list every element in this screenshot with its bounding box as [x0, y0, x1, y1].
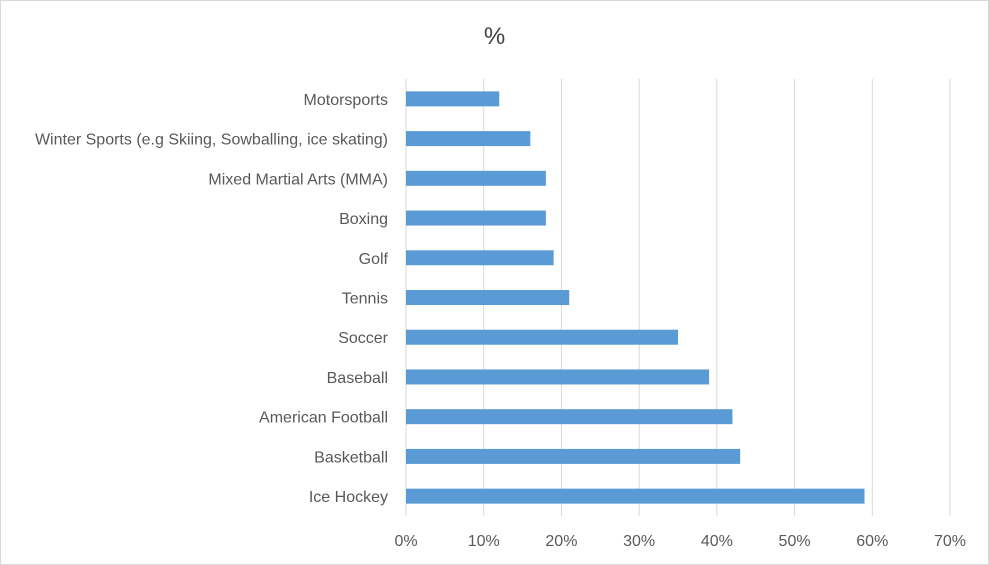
chart-title: %	[483, 23, 506, 50]
x-tick-label: 60%	[856, 533, 888, 550]
bar	[406, 131, 531, 147]
category-label: Winter Sports (e.g Skiing, Sowballing, i…	[35, 132, 388, 149]
category-label: Basketball	[314, 449, 388, 466]
bar	[406, 488, 865, 504]
category-label: Ice Hockey	[309, 489, 388, 506]
category-label: American Football	[259, 410, 388, 427]
bar	[406, 210, 546, 226]
category-label: Boxing	[339, 211, 388, 228]
x-tick-label: 0%	[394, 533, 417, 550]
category-label: Baseball	[327, 370, 388, 387]
category-label: Motorsports	[304, 92, 388, 109]
x-tick-label: 20%	[545, 533, 577, 550]
bar	[406, 329, 678, 345]
x-tick-label: 10%	[468, 533, 500, 550]
category-label: Mixed Martial Arts (MMA)	[208, 171, 388, 188]
category-label: Soccer	[338, 330, 388, 347]
bar	[406, 448, 741, 464]
x-tick-label: 70%	[934, 533, 966, 550]
bar	[406, 250, 554, 266]
x-tick-label: 40%	[701, 533, 733, 550]
x-tick-label: 30%	[623, 533, 655, 550]
category-label: Tennis	[342, 291, 388, 308]
bar	[406, 369, 710, 385]
bar	[406, 170, 546, 186]
bar	[406, 290, 570, 305]
category-label: Golf	[359, 251, 389, 268]
bar	[406, 409, 733, 425]
x-tick-label: 50%	[779, 533, 811, 550]
bar	[406, 91, 500, 107]
